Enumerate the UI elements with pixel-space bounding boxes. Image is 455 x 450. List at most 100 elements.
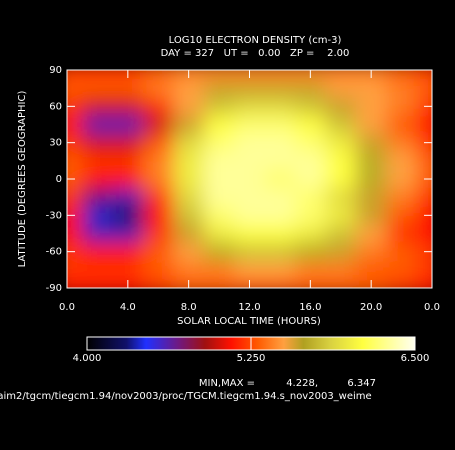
heatmap-cell	[264, 206, 296, 225]
heatmap-cell	[82, 97, 114, 116]
heatmap-cell	[295, 97, 327, 116]
heatmap-cell	[112, 260, 144, 280]
heatmap-cell	[143, 242, 174, 262]
heatmap-cell	[355, 115, 387, 135]
heatmap-cell	[67, 151, 83, 171]
heatmap-cell	[234, 188, 266, 207]
heatmap-cell	[295, 260, 327, 280]
heatmap-cell	[386, 79, 418, 98]
heatmap-cell	[234, 79, 266, 98]
heatmap-cell	[295, 115, 327, 135]
heatmap-cell	[264, 242, 296, 262]
heatmap-cell	[143, 224, 174, 244]
heatmap-cell	[234, 97, 266, 116]
y-tick-label: -90	[46, 283, 62, 294]
colorbar-tick-label: 6.500	[401, 353, 430, 364]
heatmap-cell	[82, 169, 114, 189]
heatmap-cell	[143, 260, 174, 280]
heatmap	[67, 70, 432, 288]
heatmap-cell	[112, 115, 144, 135]
heatmap-cell	[325, 133, 357, 153]
heatmap-cell	[143, 206, 174, 225]
heatmap-cell	[234, 169, 266, 189]
heatmap-cell	[173, 206, 205, 225]
heatmap-cell	[325, 151, 357, 171]
y-tick-label: -30	[46, 210, 62, 221]
x-axis-label: SOLAR LOCAL TIME (HOURS)	[177, 316, 321, 327]
heatmap-cell	[234, 242, 266, 262]
heatmap-cell	[386, 188, 418, 207]
heatmap-cell	[143, 151, 174, 171]
heatmap-cell	[82, 115, 114, 135]
heatmap-cell	[234, 151, 266, 171]
heatmap-cell	[355, 242, 387, 262]
heatmap-cell	[295, 169, 327, 189]
heatmap-cell	[203, 278, 235, 288]
heatmap-cell	[143, 97, 174, 116]
heatmap-cell	[416, 188, 432, 207]
heatmap-cell	[82, 151, 114, 171]
heatmap-cell	[67, 188, 83, 207]
heatmap-cell	[234, 206, 266, 225]
heatmap-cell	[264, 133, 296, 153]
heatmap-cell	[386, 260, 418, 280]
x-tick-label: 12.0	[238, 302, 260, 313]
heatmap-cell	[264, 188, 296, 207]
heatmap-cell	[295, 224, 327, 244]
heatmap-cell	[264, 224, 296, 244]
heatmap-cell	[112, 206, 144, 225]
heatmap-cell	[112, 224, 144, 244]
heatmap-cell	[173, 188, 205, 207]
heatmap-cell	[173, 224, 205, 244]
heatmap-cell	[295, 133, 327, 153]
minmax-label: MIN,MAX =	[199, 378, 255, 389]
footer-path: /aim2/tgcm/tiegcm1.94/nov2003/proc/TGCM.…	[0, 391, 372, 402]
heatmap-cell	[386, 242, 418, 262]
heatmap-cell	[295, 242, 327, 262]
heatmap-cell	[325, 97, 357, 116]
y-tick-label: 60	[49, 101, 62, 112]
heatmap-cell	[67, 278, 83, 288]
heatmap-cell	[325, 206, 357, 225]
heatmap-cell	[82, 260, 114, 280]
heatmap-cell	[112, 79, 144, 98]
heatmap-cell	[416, 115, 432, 135]
heatmap-cell	[416, 70, 432, 80]
heatmap-cell	[203, 242, 235, 262]
heatmap-cell	[234, 224, 266, 244]
heatmap-cell	[112, 242, 144, 262]
heatmap-cell	[355, 206, 387, 225]
heatmap-cell	[82, 278, 114, 288]
x-tick-label: 0.0	[59, 302, 75, 313]
heatmap-cell	[203, 70, 235, 80]
heatmap-cell	[386, 206, 418, 225]
heatmap-cell	[355, 97, 387, 116]
heatmap-cell	[82, 133, 114, 153]
colorbar-tick-label: 5.250	[237, 353, 266, 364]
heatmap-cell	[112, 169, 144, 189]
heatmap-cell	[143, 115, 174, 135]
heatmap-cell	[203, 188, 235, 207]
x-tick-label: 4.0	[120, 302, 136, 313]
heatmap-cell	[355, 133, 387, 153]
heatmap-cell	[355, 151, 387, 171]
heatmap-cell	[264, 115, 296, 135]
heatmap-cell	[173, 260, 205, 280]
heatmap-cell	[67, 79, 83, 98]
heatmap-cell	[203, 97, 235, 116]
heatmap-cell	[325, 169, 357, 189]
y-tick-label: 0	[56, 174, 62, 185]
heatmap-cell	[82, 242, 114, 262]
y-tick-label: -60	[46, 247, 62, 258]
heatmap-cell	[355, 224, 387, 244]
x-tick-label: 8.0	[181, 302, 197, 313]
heatmap-cell	[264, 70, 296, 80]
heatmap-cell	[325, 79, 357, 98]
heatmap-cell	[203, 115, 235, 135]
heatmap-cell	[82, 206, 114, 225]
heatmap-cell	[264, 79, 296, 98]
heatmap-cell	[67, 224, 83, 244]
heatmap-cell	[143, 169, 174, 189]
chart-subtitle: DAY = 327 UT = 0.00 ZP = 2.00	[161, 48, 350, 59]
